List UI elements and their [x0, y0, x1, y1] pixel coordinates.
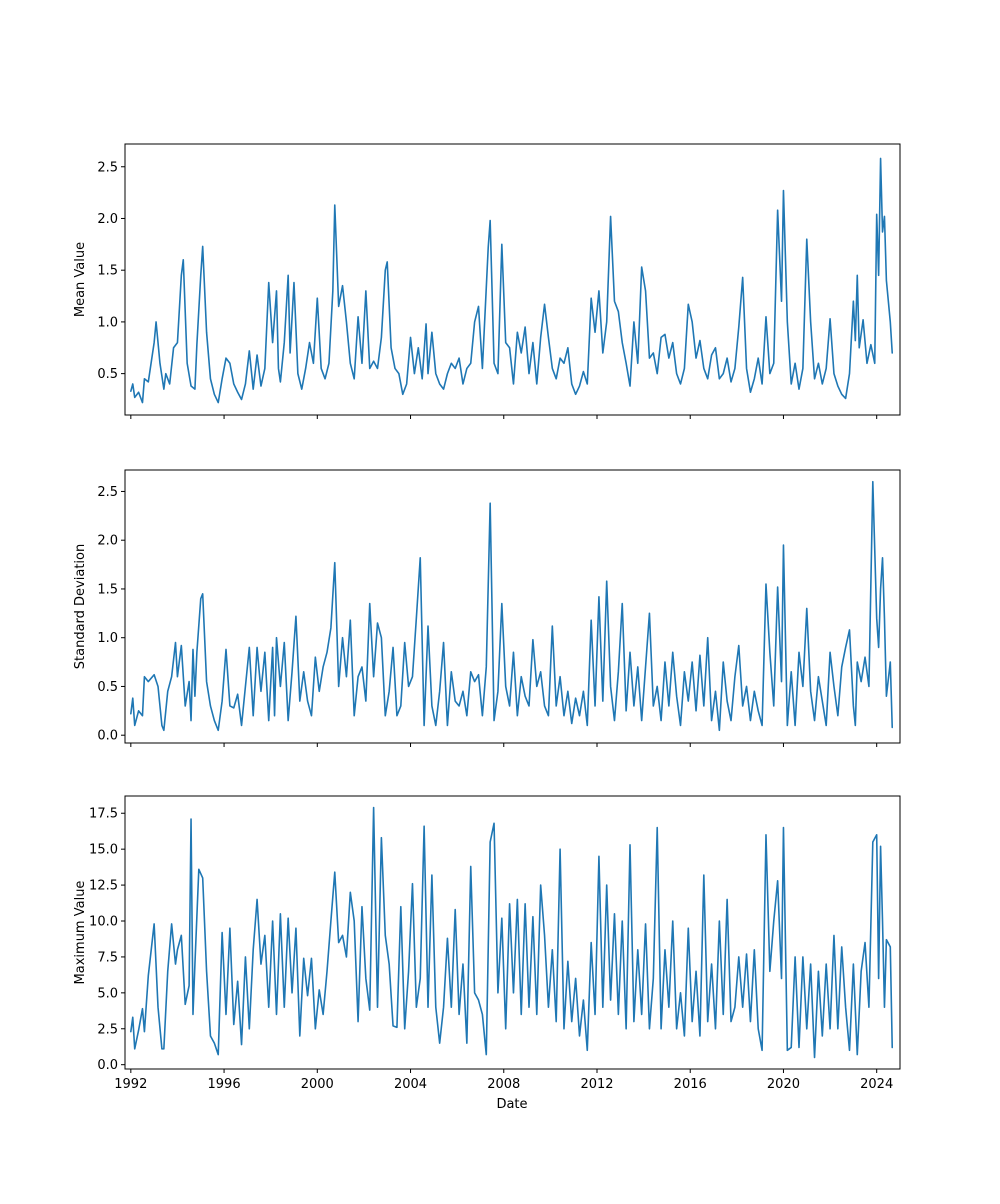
x-tick-label: 2020 [767, 1077, 800, 1092]
y-tick-label: 2.5 [97, 160, 118, 175]
y-tick-label: 0.5 [97, 367, 118, 382]
x-tick-label: 2000 [301, 1077, 334, 1092]
y-tick-label: 10.0 [89, 915, 118, 930]
x-tick-label: 2008 [487, 1077, 520, 1092]
y-tick-label: 5.0 [97, 986, 118, 1001]
y-axis-label-panel-3: Maximum Value [73, 881, 88, 985]
panel-1: 0.5 1.0 1.5 2.0 2.5 Mean Value [73, 143, 901, 419]
y-tick-label: 2.0 [97, 212, 118, 227]
y-tick-label: 2.0 [97, 534, 118, 549]
y-tick-label: 7.5 [97, 950, 118, 965]
y-tick-label: 17.5 [89, 807, 118, 822]
y-tick-label: 1.5 [97, 264, 118, 279]
series-line-panel-2 [130, 480, 894, 732]
series-line-panel-3 [130, 806, 894, 1059]
y-tick-label: 15.0 [89, 843, 118, 858]
y-tick-label: 1.5 [97, 582, 118, 597]
y-tick-label: 0.5 [97, 680, 118, 695]
x-tick-label: 2024 [860, 1077, 893, 1092]
axes-frame-panel-1 [124, 143, 901, 416]
y-tick-label: 12.5 [89, 879, 118, 894]
x-axis-label: Date [496, 1097, 527, 1112]
y-axis-label-panel-1: Mean Value [73, 242, 88, 317]
y-tick-label: 2.5 [97, 485, 118, 500]
panel-2: 0.0 0.5 1.0 1.5 2.0 2.5 Standard Deviation [73, 469, 901, 747]
x-tick-label: 1992 [114, 1077, 147, 1092]
x-tick-label: 2016 [674, 1077, 707, 1092]
x-tick-label: 2012 [580, 1077, 613, 1092]
axes-frame-panel-3 [124, 795, 901, 1070]
panel-3: 0.0 2.5 5.0 7.5 10.0 12.5 15.0 17.5 1992 1996 2000… [73, 795, 901, 1092]
y-axis-label-panel-2: Standard Deviation [73, 544, 88, 669]
y-tick-label: 2.5 [97, 1022, 118, 1037]
y-tick-label: 0.0 [97, 1058, 118, 1073]
axes-frame-panel-2 [124, 469, 901, 744]
y-tick-label: 0.0 [97, 729, 118, 744]
y-tick-label: 1.0 [97, 315, 118, 330]
x-tick-label: 1996 [208, 1077, 241, 1092]
panels-layer: 0.5 1.0 1.5 2.0 2.5 Mean Value 0.0 0.5 1.0 1.5 2.0… [73, 143, 901, 1092]
y-tick-label: 1.0 [97, 631, 118, 646]
x-tick-label: 2004 [394, 1077, 427, 1092]
series-line-panel-1 [130, 157, 894, 404]
